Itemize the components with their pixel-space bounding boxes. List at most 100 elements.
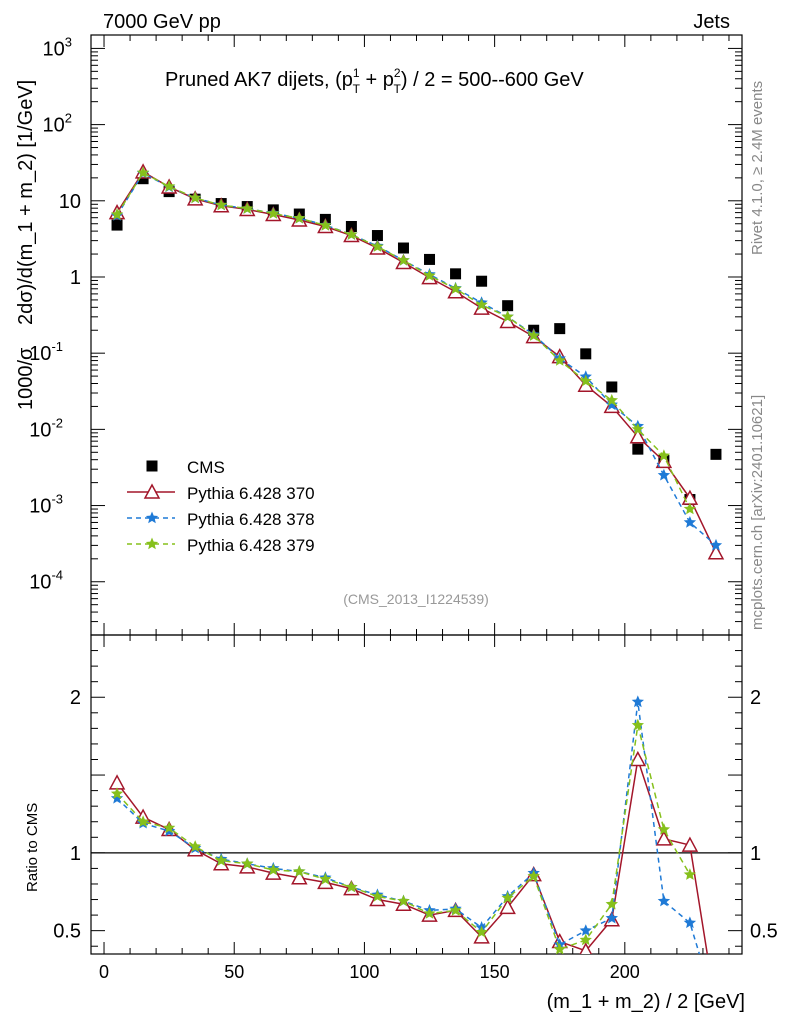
main-data-point [449, 282, 462, 294]
ratio-data-point [605, 897, 618, 910]
main-data-point [580, 348, 592, 360]
y-tick-label: 102 [43, 111, 72, 137]
ratio-ylabel: Ratio to CMS [24, 803, 41, 892]
x-tick-label: 0 [99, 962, 109, 982]
legend-label: Pythia 6.428 370 [187, 484, 315, 503]
ratio-data-point [579, 933, 592, 946]
ratio-data-point [579, 924, 592, 936]
main-data-point [527, 329, 540, 341]
ratio-data-point [423, 907, 436, 919]
main-data-point [631, 422, 644, 435]
ratio-data-point [683, 916, 697, 929]
ratio-data-point [293, 865, 306, 877]
main-data-point [501, 310, 514, 323]
main-data-point [475, 298, 488, 311]
legend-marker [145, 537, 159, 550]
ratio-y-tick-label-right: 2 [750, 687, 761, 709]
ratio-data-point [657, 894, 671, 907]
ratio-y-tick-label: 1 [70, 843, 81, 865]
ratio-data-point [631, 695, 644, 708]
legend-marker [143, 483, 161, 499]
y-tick-label: 10-4 [29, 568, 63, 594]
legend-entry: Pythia 6.428 370 [127, 483, 315, 503]
ratio-data-point [449, 903, 462, 916]
main-data-point [450, 268, 462, 280]
ratio-data-point [657, 823, 671, 835]
ratio-data-point [553, 942, 566, 954]
ratio-data-point [655, 830, 673, 846]
ratio-data-point [579, 942, 593, 954]
header-left-label: 7000 GeV pp [103, 11, 221, 33]
ratio-data-point [631, 718, 644, 731]
main-data-point [136, 166, 150, 179]
ratio-data-point [371, 889, 384, 902]
ratio-series-line [116, 759, 709, 954]
main-data-point [345, 228, 358, 240]
x-tick-label: 50 [224, 962, 244, 982]
main-data-point [683, 516, 697, 528]
side-label-top: Rivet 4.1.0, ≥ 2.4M events [749, 81, 766, 255]
legend-label: CMS [187, 458, 225, 477]
header-right-label: Jets [693, 11, 730, 33]
axes-layer: 0 50 100 150 200 10-4 10-3 10-2 10-1 1 10 102 103 0.5… [29, 34, 778, 982]
legend-entry: CMS [146, 458, 225, 477]
legend-marker [146, 460, 158, 472]
ratio-data-point [605, 911, 618, 924]
main-data-point [371, 240, 384, 252]
main-data-point [241, 202, 254, 214]
ratio-data-point [110, 787, 124, 799]
ratio-data-point [629, 750, 647, 767]
ratio-data-point [501, 891, 514, 904]
ratio-plot-series-layer [108, 695, 709, 954]
ratio-data-point [291, 869, 308, 885]
main-data-point [707, 544, 725, 560]
y-tick-label: 103 [43, 34, 72, 60]
title-sub1: T [353, 82, 361, 96]
main-plot-title: Pruned AK7 dijets, (p1 T + p2 T) / 2 = 500… [165, 66, 584, 96]
legend-marker [145, 511, 159, 524]
main-data-point [423, 269, 436, 281]
main-data-point [629, 428, 647, 444]
ratio-data-point [319, 872, 332, 885]
main-ylabel-right: 2dσ)/d(m_1 + m_2) [1/GeV] [15, 80, 37, 325]
title-suffix: ) / 2 = 500--600 GeV [401, 69, 585, 91]
y-tick-label: 10-2 [29, 415, 63, 441]
analysis-watermark: (CMS_2013_I1224539) [343, 591, 489, 607]
main-data-point [553, 354, 566, 366]
main-data-point [293, 211, 306, 224]
main-data-point [189, 191, 202, 204]
main-data-point [111, 219, 123, 231]
main-data-point [502, 300, 514, 312]
main-data-point [605, 398, 618, 411]
ratio-data-point [267, 863, 280, 876]
title-prefix: Pruned AK7 dijets, (p [165, 69, 353, 91]
main-data-point [110, 208, 124, 220]
main-data-point [605, 393, 618, 406]
ratio-y-tick-label: 0.5 [53, 921, 81, 943]
legend-label: Pythia 6.428 378 [187, 510, 315, 529]
main-data-point [657, 449, 671, 461]
ratio-y-tick-label: 2 [70, 687, 81, 709]
ratio-data-point [108, 774, 126, 790]
ratio-data-point [397, 894, 410, 907]
ratio-series-line [116, 725, 691, 951]
main-data-point [267, 207, 280, 219]
ratio-data-point [162, 821, 176, 834]
main-data-point [579, 374, 592, 387]
main-data-point [397, 242, 409, 254]
y-tick-label: 10-1 [29, 339, 63, 365]
legend-label: Pythia 6.428 379 [187, 536, 315, 555]
main-data-point [137, 173, 149, 185]
main-ylabel-left: 1000/σ [15, 347, 37, 410]
main-data-point [397, 253, 410, 266]
legend-entry: Pythia 6.428 379 [127, 536, 315, 555]
title-sup2: 2 [394, 66, 401, 80]
ratio-data-point [241, 857, 254, 869]
main-data-point [319, 218, 332, 231]
ratio-data-point [499, 898, 516, 915]
main-data-point [424, 253, 436, 265]
main-data-point [577, 376, 595, 392]
y-tick-label: 1 [70, 267, 81, 289]
main-data-point [683, 502, 697, 515]
ratio-data-point [527, 869, 540, 882]
